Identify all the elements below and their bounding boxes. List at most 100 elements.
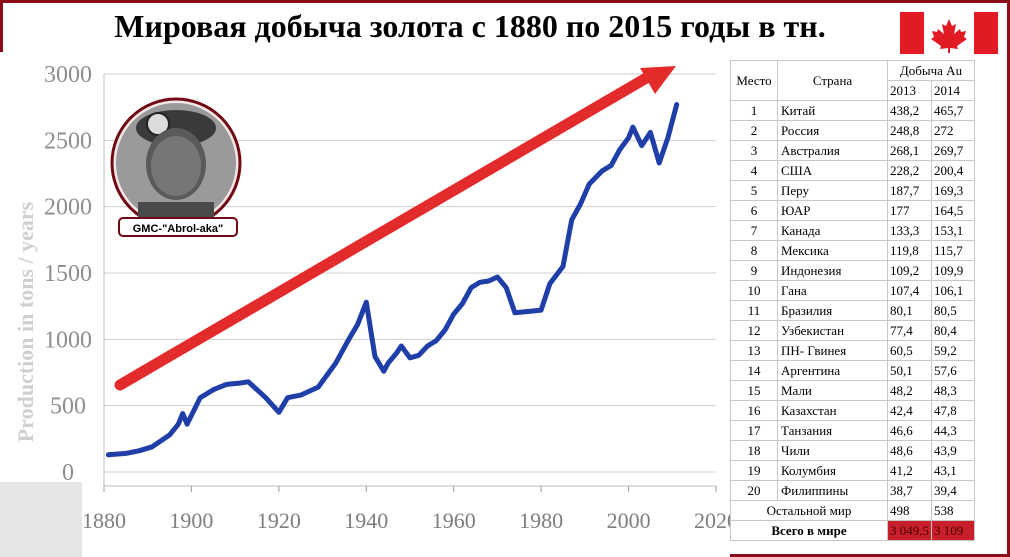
svg-text:GMC-"Abrol-aka": GMC-"Abrol-aka" [133,223,224,235]
rest-2014: 538 [931,500,975,521]
table-row: 7 Канада 133,3 153,1 [730,220,975,241]
data-point [246,379,251,384]
data-point [477,280,482,285]
data-point [451,312,456,317]
data-point [399,343,404,348]
data-point [639,143,644,148]
row-country: Мали [777,380,888,401]
y-tick-label: 500 [50,394,86,420]
data-point [176,422,181,427]
table-row: 6 ЮАР 177 164,5 [730,200,975,221]
row-2014: 39,4 [931,480,975,501]
x-tick-labels: 1880 1900 1920 1940 1960 1980 2000 2020 [82,508,730,533]
x-tick-label: 1940 [344,508,388,533]
table-row: 10 Гана 107,4 106,1 [730,280,975,301]
row-country: Перу [777,180,888,201]
row-place: 14 [730,360,778,381]
rest-label: Остальной мир [730,500,888,521]
data-point [630,125,635,130]
data-point [211,387,216,392]
rest-2013: 498 [887,500,932,521]
row-2013: 268,1 [887,140,932,161]
row-place: 19 [730,460,778,481]
y-tick-label: 2000 [44,195,92,221]
table-row: 20 Филиппины 38,7 39,4 [730,480,975,501]
data-point [136,448,141,453]
row-place: 9 [730,260,778,281]
data-point [355,322,360,327]
table-row: 1 Китай 438,2 465,7 [730,100,975,121]
total-2014: 3 109 [931,520,975,541]
x-tick-label: 1980 [519,508,563,533]
row-place: 3 [730,140,778,161]
total-label: Всего в мире [730,520,888,541]
row-country: ЮАР [777,200,888,221]
data-point [469,285,474,290]
data-point [587,182,592,187]
row-country: Гана [777,280,888,301]
row-place: 20 [730,480,778,501]
row-2013: 228,2 [887,160,932,181]
data-point [150,444,155,449]
row-country: Китай [777,100,888,121]
row-place: 1 [730,100,778,121]
row-2014: 59,2 [931,340,975,361]
data-point [460,301,465,306]
data-point [486,278,491,283]
row-2014: 48,3 [931,380,975,401]
data-point [263,395,268,400]
row-place: 12 [730,320,778,341]
row-2014: 164,5 [931,200,975,221]
row-2014: 109,9 [931,260,975,281]
row-country: Казахстан [777,400,888,421]
table-row: 15 Мали 48,2 48,3 [730,380,975,401]
data-point [425,343,430,348]
row-2013: 187,7 [887,180,932,201]
gold-production-table: Место Страна Добыча Au 2013 2014 1 Китай 4… [730,60,975,541]
data-point [578,202,583,207]
header-country: Страна [777,60,888,101]
data-point [408,355,412,360]
data-point [665,135,670,140]
row-2014: 43,1 [931,460,975,481]
data-point [364,300,369,305]
table-row: 2 Россия 248,8 272 [730,120,975,141]
data-point [674,102,679,107]
table-row: 12 Узбекистан 77,4 80,4 [730,320,975,341]
table-row: 17 Танзания 46,6 44,3 [730,420,975,441]
row-2014: 57,6 [931,360,975,381]
y-axis-label: Production in tons / years [13,201,38,442]
row-place: 5 [730,180,778,201]
row-country: Канада [777,220,888,241]
data-point [167,432,172,437]
row-country: Индонезия [777,260,888,281]
row-country: Австралия [777,140,888,161]
data-point [561,264,565,269]
data-point [512,310,517,315]
data-point [416,353,421,358]
row-2013: 77,4 [887,320,932,341]
canada-flag-icon [900,12,998,54]
row-2013: 107,4 [887,280,932,301]
row-place: 15 [730,380,778,401]
row-2014: 200,4 [931,160,975,181]
row-country: Бразилия [777,300,888,321]
row-2014: 43,9 [931,440,975,461]
row-country: Аргентина [777,360,888,381]
row-country: Мексика [777,240,888,261]
row-2013: 42,4 [887,400,932,421]
y-tick-label: 3000 [44,62,92,88]
data-point [657,160,662,165]
x-tick-label: 1880 [82,508,126,533]
x-tick-label: 1960 [432,508,476,533]
header-2014: 2014 [931,80,975,101]
data-point [298,393,303,398]
table-row: 5 Перу 187,7 169,3 [730,180,975,201]
row-2013: 60,5 [887,340,932,361]
data-point [255,387,259,392]
row-2013: 177 [887,200,932,221]
data-point [526,309,531,314]
row-country: Россия [777,120,888,141]
table-row: 8 Мексика 119,8 115,7 [730,240,975,261]
x-tick-label: 1920 [257,508,301,533]
